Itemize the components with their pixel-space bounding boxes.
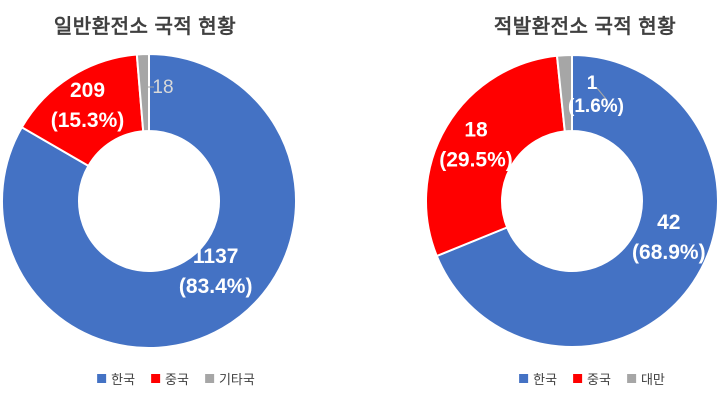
legend-swatch-other-icon (204, 374, 214, 383)
pie-slice-korea (1, 52, 297, 349)
pie-slice-china (425, 54, 566, 258)
slice-label-korea: (68.9%) (632, 241, 706, 264)
legend-item-korea: 한국 (97, 369, 135, 388)
slice-label-china: 209 (70, 79, 105, 102)
slice-label-other: 18 (152, 77, 173, 98)
legend-swatch-china-icon (151, 374, 161, 383)
pie-slice-other (135, 52, 150, 133)
donut-chart-general: 1137 (83.4%) 209 (15.3%) 18 (1, 52, 297, 349)
slice-label-korea: 1137 (193, 245, 239, 268)
slice-label-china: (29.5%) (439, 148, 513, 171)
legend-item-taiwan: 대만 (626, 369, 665, 388)
legend-label: 한국 (533, 372, 558, 387)
legend-item-korea: 한국 (519, 369, 557, 388)
slice-label-taiwan: 1 (587, 73, 598, 94)
chart-title: 적발환전소 국적 현황 (493, 16, 677, 38)
legend-label: 한국 (111, 372, 136, 387)
legend-label: 기타국 (218, 372, 255, 387)
chart-caught-exchanges: 적발환전소 국적 현황 42 (68.9%) 18 (29.5%) 1 (1.6%) 한국… (362, 0, 724, 403)
legend-item-other: 기타국 (204, 369, 255, 388)
slice-label-china: 18 (464, 118, 488, 141)
chart-general-exchanges: 일반환전소 국적 현황 1137 (83.4%) 209 (15.3%) 18 한국 중… (1, 16, 297, 388)
slice-label-korea: (83.4%) (179, 275, 253, 298)
label-leader-line (596, 87, 607, 100)
legend: 한국 중국 대만 (519, 369, 665, 388)
pie-slice-china (20, 53, 145, 168)
legend-item-china: 중국 (573, 369, 611, 388)
legend-label: 대만 (640, 372, 665, 387)
legend-item-china: 중국 (151, 369, 189, 388)
legend-swatch-korea-icon (97, 374, 107, 383)
slice-label-korea: 42 (657, 211, 680, 234)
pie-slice-taiwan (555, 53, 573, 133)
slice-label-taiwan: (1.6%) (568, 96, 624, 117)
legend-swatch-korea-icon (519, 374, 529, 383)
legend-swatch-taiwan-icon (626, 374, 636, 383)
legend-label: 중국 (587, 372, 611, 387)
chart-title: 일반환전소 국적 현황 (53, 16, 237, 38)
legend: 한국 중국 기타국 (97, 369, 255, 388)
legend-swatch-china-icon (573, 374, 583, 383)
pie-slice-korea (435, 53, 719, 348)
donut-chart-caught: 42 (68.9%) 18 (29.5%) 1(1.6%) (425, 53, 719, 348)
legend-label: 중국 (165, 372, 189, 387)
slice-label-china: (15.3%) (51, 109, 125, 132)
